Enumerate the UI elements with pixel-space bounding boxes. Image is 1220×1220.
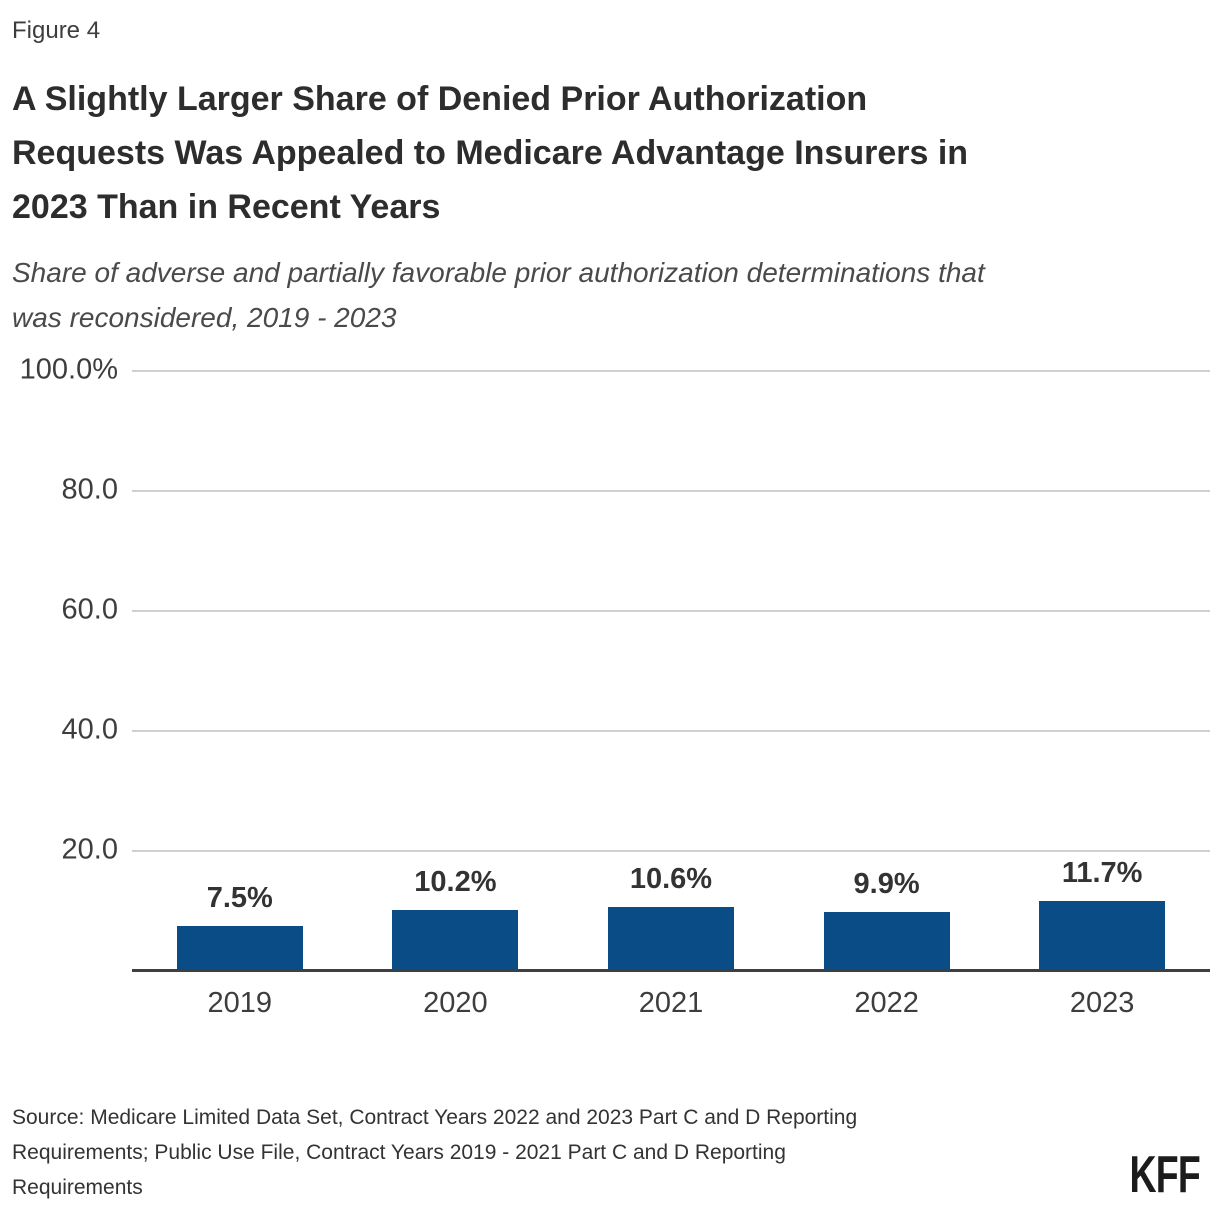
bar-band: 11.7% 2023 [994, 371, 1210, 1019]
figure-label: Figure 4 [12, 17, 101, 44]
chart-subtitle-line: was reconsidered, 2019 - 2023 [12, 302, 397, 333]
y-tick-label: 40.0 [61, 713, 118, 746]
source-note-line: Source: Medicare Limited Data Set, Contr… [12, 1106, 858, 1129]
chart-title-line: Requests Was Appealed to Medicare Advant… [12, 134, 969, 172]
y-tick-label: 100.0% [19, 353, 118, 386]
bar-bands: 7.5% 2019 10.2% 2020 10.6% 2021 9.9% 2022 11.7% 2… [132, 371, 1210, 1019]
gridline: 60.0 [62, 594, 1210, 626]
bar [392, 909, 519, 971]
footer: Source: Medicare Limited Data Set, Contr… [12, 1100, 1201, 1205]
source-note-line: Requirements; Public Use File, Contract … [12, 1141, 786, 1164]
y-tick-label: 20.0 [61, 833, 118, 866]
bar [607, 907, 734, 971]
x-tick-label: 2023 [1069, 987, 1135, 1019]
bar-band: 7.5% 2019 [132, 371, 348, 1019]
chart-subtitle-line: Share of adverse and partially favorable… [12, 257, 985, 288]
bar-band: 9.9% 2022 [779, 371, 995, 1019]
chart-subtitle: Share of adverse and partially favorable… [12, 250, 1208, 340]
bar [1039, 900, 1166, 971]
gridline: 20.0 [62, 834, 1210, 866]
bar-chart: 100.0% 80.0 60.0 40.0 20.0 7.5% 2019 10.2% 2020 1… [0, 346, 1220, 1046]
bar-value-label: 9.9% [853, 867, 920, 900]
bar [823, 911, 950, 971]
bar-value-label: 10.6% [629, 863, 713, 896]
source-note: Source: Medicare Limited Data Set, Contr… [12, 1100, 857, 1205]
x-tick-label: 2020 [423, 987, 488, 1019]
bar-value-label: 7.5% [206, 882, 273, 914]
gridline: 100.0% [20, 354, 1210, 386]
bar [176, 926, 303, 971]
chart-title-line: A Slightly Larger Share of Denied Prior … [12, 80, 868, 118]
gridline: 40.0 [62, 714, 1210, 746]
bar-band: 10.2% 2020 [348, 371, 564, 1019]
x-axis-line [132, 969, 1210, 972]
x-tick-label: 2022 [854, 987, 919, 1019]
kff-logo: KFF [1129, 1146, 1200, 1204]
y-tick-label: 60.0 [61, 593, 118, 626]
source-note-line: Requirements [12, 1176, 143, 1199]
chart-title-line: 2023 Than in Recent Years [12, 188, 441, 226]
x-tick-label: 2019 [207, 987, 273, 1019]
plot-area: 100.0% 80.0 60.0 40.0 20.0 7.5% 2019 10.2% 2020 1… [20, 354, 1210, 1019]
gridline: 80.0 [62, 474, 1210, 506]
bar-value-label: 11.7% [1061, 856, 1143, 889]
y-tick-label: 80.0 [61, 473, 118, 506]
bar-value-label: 10.2% [414, 865, 497, 898]
bar-band: 10.6% 2021 [563, 371, 779, 1019]
x-tick-label: 2021 [638, 987, 704, 1019]
chart-title: A Slightly Larger Share of Denied Prior … [12, 72, 1208, 234]
